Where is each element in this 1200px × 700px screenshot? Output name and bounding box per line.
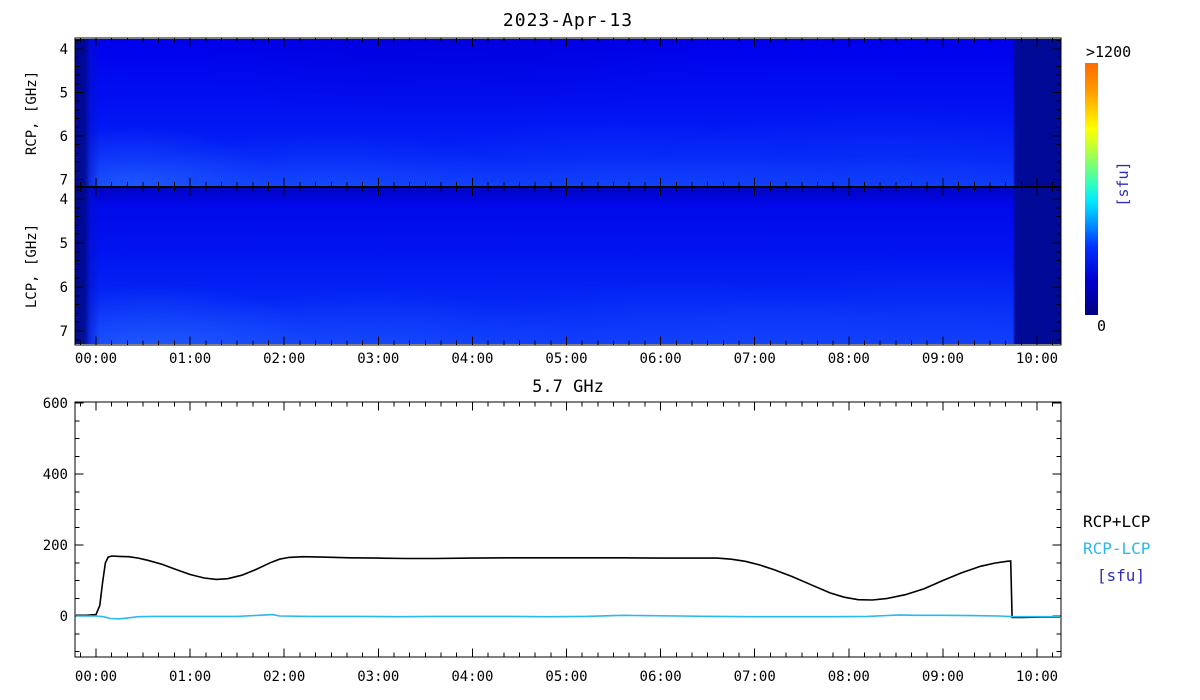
colorbar [1085, 63, 1098, 315]
flux-tick-label: 400 [43, 467, 68, 483]
colorbar-min-label: 0 [1097, 317, 1107, 335]
time-tick-label: 04:00 [451, 669, 493, 685]
time-tick-label: 08:00 [828, 351, 870, 367]
time-tick-label: 05:00 [545, 669, 587, 685]
flux-tick-label: 0 [60, 609, 68, 625]
freq-tick-label: 4 [60, 42, 68, 58]
curve-rcp-lcp [76, 555, 1060, 619]
spectrogram-frame [74, 37, 1062, 346]
freq-tick-label: 6 [60, 129, 68, 145]
time-tick-label: 04:00 [451, 351, 493, 367]
lcp-axis-label: LCP, [GHz] [24, 223, 40, 309]
time-tick-label: 06:00 [640, 669, 682, 685]
time-tick-label: 03:00 [357, 351, 399, 367]
time-tick-label: 01:00 [169, 351, 211, 367]
lightcurve-frame [74, 401, 1062, 658]
lcp-spectrogram-image [75, 188, 1061, 344]
time-tick-label: 03:00 [357, 669, 399, 685]
legend-diff-label: RCP-LCP [1083, 539, 1151, 558]
freq-tick-label: 4 [60, 192, 68, 208]
time-tick-label: 07:00 [734, 351, 776, 367]
time-tick-label: 00:00 [75, 669, 117, 685]
freq-tick-label: 7 [60, 173, 68, 189]
flux-tick-label: 200 [43, 538, 68, 554]
freq-tick-label: 5 [60, 86, 68, 102]
flux-tick-label: 600 [43, 396, 68, 412]
time-tick-label: 02:00 [263, 351, 305, 367]
time-tick-label: 10:00 [1016, 669, 1058, 685]
time-tick-label: 09:00 [922, 669, 964, 685]
rcp-axis-label: RCP, [GHz] [24, 70, 40, 156]
time-tick-label: 09:00 [922, 351, 964, 367]
time-tick-label: 10:00 [1016, 351, 1058, 367]
time-tick-label: 08:00 [828, 669, 870, 685]
colorbar-max-label: >1200 [1086, 43, 1132, 61]
legend-unit-label: [sfu] [1096, 566, 1146, 585]
time-tick-label: 05:00 [545, 351, 587, 367]
time-tick-label: 06:00 [640, 351, 682, 367]
legend-total-label: RCP+LCP [1083, 512, 1151, 531]
time-tick-label: 07:00 [734, 669, 776, 685]
freq-tick-label: 7 [60, 324, 68, 340]
figure-title: 2023-Apr-13 [502, 10, 634, 31]
time-tick-label: 01:00 [169, 669, 211, 685]
curve-rcp-lcp [76, 613, 1060, 620]
freq-tick-label: 5 [60, 236, 68, 252]
time-tick-label: 02:00 [263, 669, 305, 685]
lightcurve-title: 5.7 GHz [532, 377, 604, 397]
freq-tick-label: 6 [60, 280, 68, 296]
rcp-spectrogram-image [75, 39, 1061, 186]
colorbar-unit-label: [sfu] [1114, 161, 1132, 207]
time-tick-label: 00:00 [75, 351, 117, 367]
